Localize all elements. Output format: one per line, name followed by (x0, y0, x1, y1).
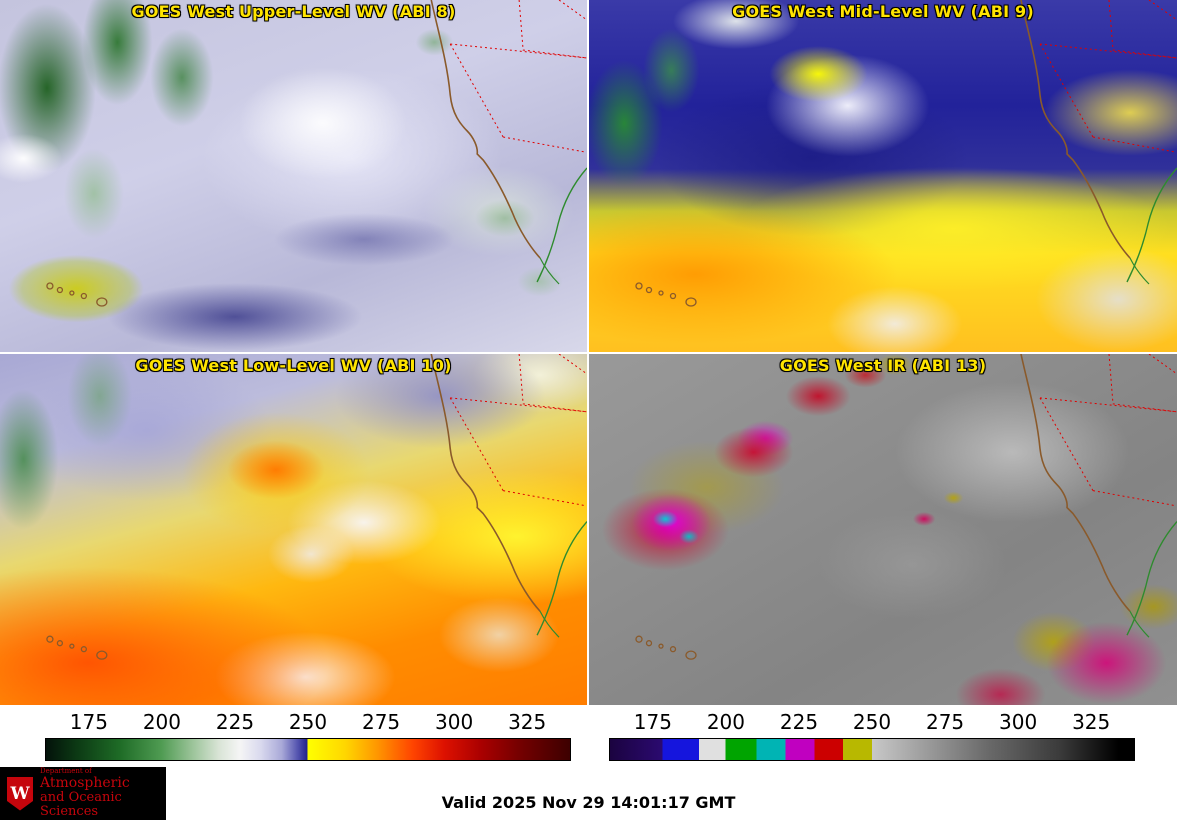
ir-colorbar-ticks: 175 200 225 250 275 300 325 (609, 708, 1135, 738)
coastline-overlay (635, 354, 1177, 660)
tick-label: 175 (69, 710, 108, 734)
tick-label: 325 (1072, 710, 1111, 734)
panel-title-upper-level-wv: GOES West Upper-Level WV (ABI 8) (131, 2, 456, 21)
coastline-overlay (46, 0, 587, 307)
panel-title-ir: GOES West IR (ABI 13) (779, 356, 987, 375)
panel-low-level-wv: GOES West Low-Level WV (ABI 10) (0, 354, 587, 705)
valid-time-label: Valid 2025 Nov 29 14:01:17 GMT (441, 793, 736, 812)
logo-line-3: and Oceanic Sciences (40, 789, 122, 819)
logo-line-2: Atmospheric (40, 774, 130, 791)
colorbar-section: 175 200 225 250 275 300 325 175 200 225 … (0, 708, 1177, 761)
panel-title-low-level-wv: GOES West Low-Level WV (ABI 10) (135, 356, 452, 375)
footer: W Department of Atmospheric and Oceanic … (0, 763, 1177, 820)
tick-label: 300 (435, 710, 474, 734)
tick-label: 275 (925, 710, 965, 734)
tick-label: 225 (215, 710, 255, 734)
tick-label: 250 (852, 710, 892, 734)
tick-label: 200 (142, 710, 182, 734)
panel-mid-level-wv: GOES West Mid-Level WV (ABI 9) (589, 0, 1177, 352)
panel-upper-level-wv: GOES West Upper-Level WV (ABI 8) (0, 0, 587, 352)
coastline-overlay (46, 354, 587, 660)
logo-line-1: Department of (40, 767, 92, 776)
satellite-panel-grid: GOES West Upper-Level WV (ABI 8) GOES We… (0, 0, 1177, 705)
tick-label: 225 (779, 710, 819, 734)
panel-ir: GOES West IR (ABI 13) (589, 354, 1177, 705)
uw-aos-logo: W Department of Atmospheric and Oceanic … (0, 767, 166, 820)
logo-text: Department of Atmospheric and Oceanic Sc… (40, 768, 159, 819)
tick-label: 175 (633, 710, 672, 734)
tick-label: 325 (508, 710, 547, 734)
coastline-overlay (635, 0, 1177, 307)
crest-letter: W (10, 783, 30, 804)
wv-colorbar (45, 738, 571, 761)
ir-colorbar (609, 738, 1135, 761)
panel-title-mid-level-wv: GOES West Mid-Level WV (ABI 9) (732, 2, 1034, 21)
wv-colorbar-ticks: 175 200 225 250 275 300 325 (45, 708, 571, 738)
tick-label: 200 (706, 710, 746, 734)
wv-colorbar-group: 175 200 225 250 275 300 325 (0, 708, 589, 761)
ir-colorbar-group: 175 200 225 250 275 300 325 (589, 708, 1177, 761)
tick-label: 300 (999, 710, 1038, 734)
tick-label: 250 (288, 710, 328, 734)
tick-label: 275 (361, 710, 401, 734)
